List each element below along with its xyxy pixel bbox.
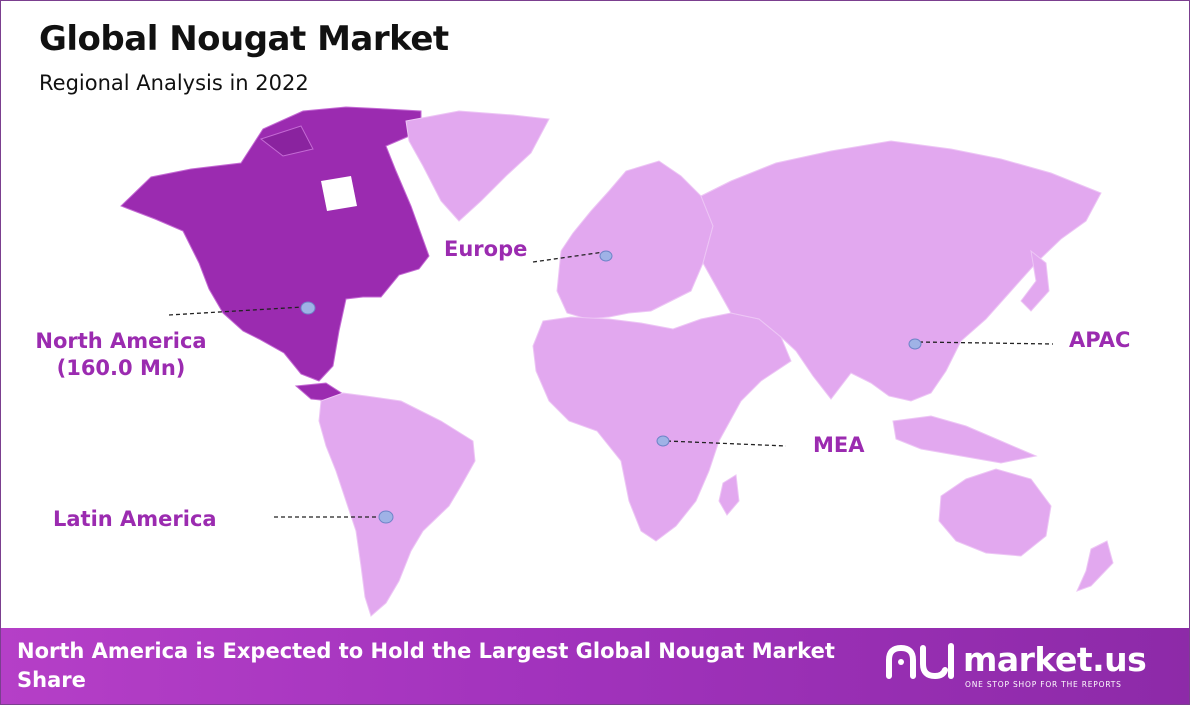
- leader-mea: [666, 440, 787, 447]
- leader-europe: [532, 251, 605, 263]
- region-mea: [532, 312, 792, 542]
- leader-apac: [918, 341, 1054, 345]
- region-madagascar: [718, 474, 740, 516]
- label-mea: MEA: [813, 433, 865, 457]
- marker-mea: [656, 435, 670, 447]
- marker-apac: [908, 338, 922, 350]
- label-europe: Europe: [444, 237, 528, 261]
- label-latin-america: Latin America: [53, 507, 217, 531]
- footer-banner: North America is Expected to Hold the La…: [1, 628, 1189, 704]
- region-europe: [556, 160, 714, 320]
- label-north-america: North America (160.0 Mn): [21, 328, 221, 382]
- region-australia: [938, 468, 1052, 557]
- page-subtitle: Regional Analysis in 2022: [39, 71, 309, 95]
- brand-logo: market.us ONE STOP SHOP FOR THE REPORTS: [885, 640, 1175, 694]
- marker-north-america: [300, 301, 316, 315]
- footer-text: North America is Expected to Hold the La…: [17, 639, 835, 692]
- leader-lines: [168, 251, 1054, 518]
- region-markers: [300, 250, 922, 524]
- leader-north-america: [168, 306, 304, 316]
- region-se-asia-islands: [892, 415, 1038, 464]
- region-greenland: [405, 110, 550, 222]
- marker-latin-america: [378, 510, 394, 524]
- page-title: Global Nougat Market: [39, 19, 449, 59]
- label-north-america-value: (160.0 Mn): [56, 356, 186, 380]
- brand-tagline: ONE STOP SHOP FOR THE REPORTS: [965, 680, 1122, 689]
- market-us-logo-icon: [886, 643, 954, 680]
- world-map: [120, 106, 1114, 617]
- region-latin-america: [318, 392, 476, 617]
- region-north-america: [120, 106, 430, 402]
- brand-name: market.us: [963, 640, 1147, 679]
- label-apac: APAC: [1069, 328, 1131, 352]
- region-apac: [700, 140, 1102, 402]
- label-north-america-name: North America: [35, 329, 207, 353]
- marker-europe: [599, 250, 613, 262]
- region-new-zealand: [1076, 540, 1114, 592]
- region-japan: [1020, 249, 1050, 312]
